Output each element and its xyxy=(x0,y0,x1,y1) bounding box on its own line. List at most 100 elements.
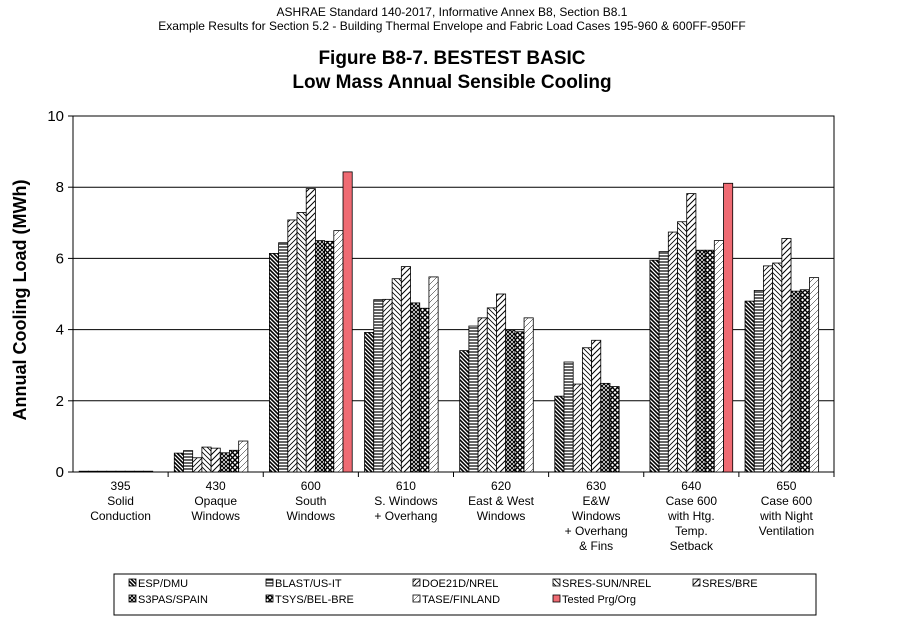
bar-tsys-bel-bre xyxy=(419,307,430,473)
bar-tested-prg-org xyxy=(342,171,353,473)
bar-tase-finland xyxy=(143,470,154,473)
category-label: S. Windows xyxy=(374,494,437,508)
bar-doe21d-nrel xyxy=(192,457,203,473)
legend-swatch xyxy=(128,578,137,587)
category-label: 610 xyxy=(396,479,416,493)
bar-doe21d-nrel xyxy=(667,231,678,473)
legend-swatch xyxy=(412,594,421,603)
category-label: & Fins xyxy=(579,539,613,553)
legend-label: ESP/DMU xyxy=(138,578,188,590)
legend-swatch xyxy=(552,594,561,603)
bar-sres-sun-nrel xyxy=(772,262,783,473)
bar-s3pas-spain xyxy=(315,240,326,473)
bar-tase-finland xyxy=(238,440,249,473)
bar-esp-dmu xyxy=(649,259,660,473)
bar-sres-sun-nrel xyxy=(486,307,497,473)
bar-tase-finland xyxy=(809,277,820,473)
category-label: Windows xyxy=(572,509,621,523)
category-label: Windows xyxy=(477,509,526,523)
legend-label: S3PAS/SPAIN xyxy=(138,594,208,606)
bar-sres-bre xyxy=(686,193,697,473)
legend-label: BLAST/US-IT xyxy=(275,578,342,590)
bar-sres-bre xyxy=(115,470,126,473)
legend-label: TASE/FINLAND xyxy=(422,594,500,606)
bar-tsys-bel-bre xyxy=(133,470,144,473)
bar-s3pas-spain xyxy=(410,302,421,473)
bar-sres-sun-nrel xyxy=(201,446,212,473)
y-tick-label: 10 xyxy=(47,108,64,125)
chart-subtitle: Low Mass Annual Sensible Cooling xyxy=(292,72,612,93)
bar-sres-bre xyxy=(400,266,411,473)
legend-label: DOE21D/NREL xyxy=(422,578,498,590)
category-label: with Night xyxy=(759,509,813,523)
bar-sres-bre xyxy=(591,339,602,473)
legend-swatch xyxy=(412,578,421,587)
category-label: Ventilation xyxy=(759,524,814,538)
bar-doe21d-nrel xyxy=(477,317,488,473)
category-label: South xyxy=(295,494,326,508)
category-label: Temp. xyxy=(675,524,708,538)
bar-blast-us-it xyxy=(183,450,194,473)
y-tick-label: 2 xyxy=(56,393,64,410)
category-label: 650 xyxy=(776,479,796,493)
bar-doe21d-nrel xyxy=(572,383,583,473)
category-label: + Overhang xyxy=(565,524,628,538)
chart-title: Figure B8-7. BESTEST BASIC xyxy=(318,48,586,69)
category-label: + Overhang xyxy=(374,509,437,523)
bar-sres-sun-nrel xyxy=(391,278,402,473)
bar-s3pas-spain xyxy=(219,452,230,473)
bar-sres-sun-nrel xyxy=(296,212,307,473)
bar-esp-dmu xyxy=(364,332,375,473)
category-label: 395 xyxy=(111,479,131,493)
bar-sres-sun-nrel xyxy=(581,347,592,473)
bar-s3pas-spain xyxy=(600,382,611,473)
bar-tase-finland xyxy=(523,317,534,473)
bar-sres-bre xyxy=(210,447,221,473)
bar-tase-finland xyxy=(428,276,439,473)
bar-blast-us-it xyxy=(373,299,384,473)
category-label: East & West xyxy=(468,494,534,508)
bar-tase-finland xyxy=(713,240,724,473)
category-label: Solid xyxy=(107,494,134,508)
bar-sres-sun-nrel xyxy=(677,221,688,473)
category-label: Setback xyxy=(670,539,714,553)
bar-sres-bre xyxy=(781,238,792,473)
bar-esp-dmu xyxy=(269,253,280,473)
y-axis-label: Annual Cooling Load (MWh) xyxy=(10,180,30,421)
legend-label: SRES/BRE xyxy=(702,578,758,590)
y-tick-label: 4 xyxy=(56,322,64,339)
bar-s3pas-spain xyxy=(505,329,516,473)
bar-sres-bre xyxy=(305,188,316,473)
category-label: 640 xyxy=(681,479,701,493)
legend-swatch xyxy=(265,594,274,603)
bar-sres-bre xyxy=(496,293,507,473)
legend-label: Tested Prg/Org xyxy=(562,594,636,606)
category-label: Conduction xyxy=(90,509,151,523)
bar-tase-finland xyxy=(333,230,344,473)
category-label: E&W xyxy=(583,494,611,508)
category-label: 630 xyxy=(586,479,606,493)
header-line-2: Example Results for Section 5.2 - Buildi… xyxy=(158,19,746,33)
category-label: Case 600 xyxy=(666,494,718,508)
bar-blast-us-it xyxy=(278,242,289,473)
category-label: Case 600 xyxy=(761,494,813,508)
bar-tsys-bel-bre xyxy=(704,249,715,473)
category-label: Windows xyxy=(286,509,335,523)
category-label: Opaque xyxy=(194,494,237,508)
legend-swatch xyxy=(552,578,561,587)
bar-tsys-bel-bre xyxy=(324,240,335,473)
category-label: 620 xyxy=(491,479,511,493)
bar-doe21d-nrel xyxy=(97,470,108,473)
bar-esp-dmu xyxy=(173,452,184,473)
bar-s3pas-spain xyxy=(695,249,706,473)
bar-s3pas-spain xyxy=(790,290,801,473)
legend-label: TSYS/BEL-BRE xyxy=(275,594,354,606)
bar-blast-us-it xyxy=(563,361,574,473)
bar-tsys-bel-bre xyxy=(799,289,810,473)
bar-tsys-bel-bre xyxy=(514,331,525,473)
bar-esp-dmu xyxy=(78,470,89,473)
bar-doe21d-nrel xyxy=(763,265,774,473)
bar-doe21d-nrel xyxy=(287,219,298,473)
legend-swatch xyxy=(265,578,274,587)
bar-s3pas-spain xyxy=(124,470,135,473)
